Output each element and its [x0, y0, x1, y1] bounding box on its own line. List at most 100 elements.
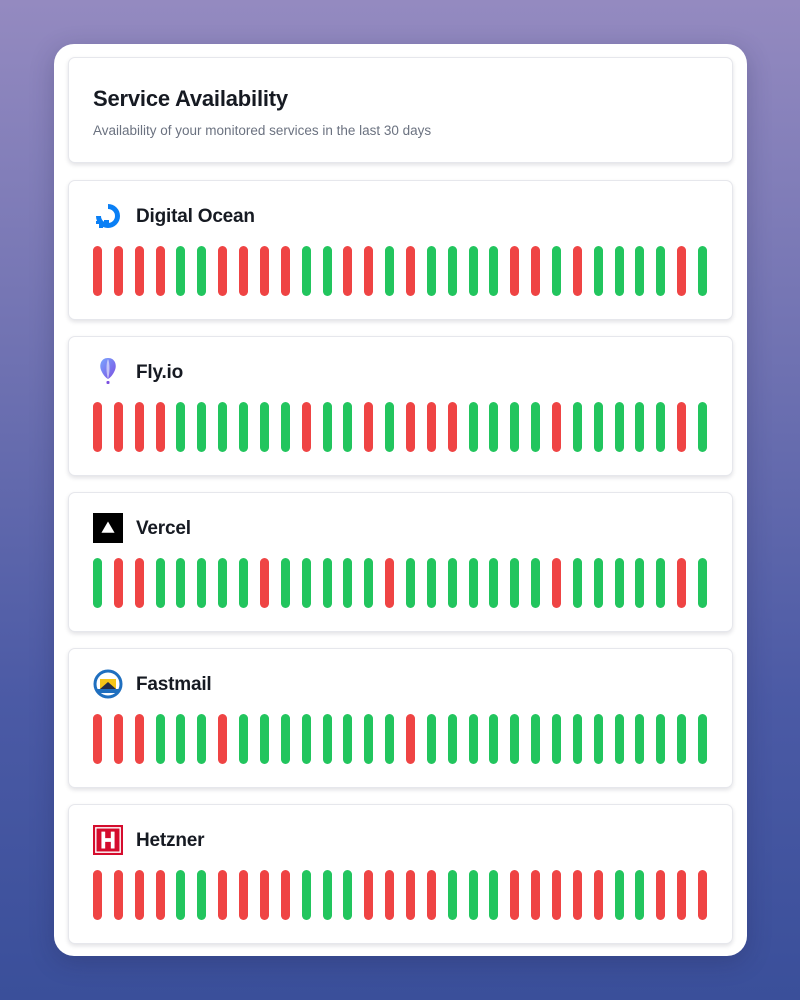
uptime-bar-day-10-down	[280, 246, 290, 296]
uptime-bar-day-2-down	[113, 402, 123, 452]
uptime-bar-day-13-up	[343, 714, 353, 764]
uptime-bar-day-12-up	[322, 714, 332, 764]
uptime-bar-day-1-down	[93, 246, 102, 296]
uptime-bar-day-23-up	[551, 714, 561, 764]
uptime-bar-day-18-down	[447, 402, 457, 452]
uptime-bar-day-22-up	[531, 402, 541, 452]
uptime-bar-day-26-up	[614, 246, 624, 296]
uptime-bar-day-19-up	[468, 246, 478, 296]
service-card-fly-io: Fly.io	[68, 336, 733, 476]
uptime-bar-day-14-down	[364, 402, 374, 452]
uptime-bar-day-8-up	[239, 714, 248, 764]
uptime-bar-day-8-up	[239, 402, 248, 452]
uptime-bar-day-22-up	[531, 558, 541, 608]
uptime-bar-day-8-down	[239, 870, 248, 920]
uptime-bar-day-11-up	[301, 870, 311, 920]
page-subtitle: Availability of your monitored services …	[93, 123, 432, 138]
uptime-bar-day-16-up	[405, 558, 415, 608]
page-title: Service Availability	[93, 86, 288, 111]
uptime-bar-day-14-down	[364, 246, 374, 296]
flyio-balloon-icon	[93, 356, 123, 388]
uptime-bar-day-10-up	[280, 558, 290, 608]
uptime-bar-day-29-down	[677, 558, 687, 608]
uptime-bar-day-9-down	[259, 558, 269, 608]
uptime-bar-day-25-up	[593, 402, 603, 452]
uptime-bar-day-27-up	[635, 246, 645, 296]
uptime-bar-day-4-up	[155, 558, 165, 608]
uptime-bar-day-9-up	[259, 714, 269, 764]
uptime-bar-day-4-down	[155, 870, 165, 920]
uptime-bar-day-24-up	[572, 714, 582, 764]
uptime-bar-day-21-up	[510, 402, 520, 452]
availability-panel: Service Availability Availability of you…	[54, 44, 747, 956]
uptime-bar-day-21-down	[510, 870, 520, 920]
uptime-bar-day-21-up	[510, 558, 520, 608]
uptime-bar-day-30-up	[697, 714, 707, 764]
uptime-bar-day-12-up	[322, 402, 332, 452]
uptime-bar-day-6-up	[197, 870, 207, 920]
digitalocean-logo-icon	[93, 200, 123, 232]
service-name: Hetzner	[136, 830, 205, 851]
uptime-bar-day-6-up	[197, 402, 207, 452]
hetzner-logo-icon	[93, 824, 123, 856]
uptime-bar-day-2-down	[113, 558, 123, 608]
uptime-bar-day-4-up	[155, 714, 165, 764]
uptime-bar-day-26-up	[614, 870, 624, 920]
uptime-bar-day-27-up	[635, 870, 645, 920]
uptime-bars	[93, 870, 713, 920]
uptime-bar-day-27-up	[635, 558, 645, 608]
uptime-bar-day-30-up	[697, 558, 707, 608]
uptime-bars	[93, 558, 713, 608]
uptime-bar-day-3-down	[134, 246, 144, 296]
uptime-bar-day-19-up	[468, 558, 478, 608]
uptime-bar-day-19-up	[468, 402, 478, 452]
uptime-bar-day-2-down	[113, 714, 123, 764]
uptime-bar-day-13-up	[343, 558, 353, 608]
uptime-bar-day-7-down	[218, 714, 228, 764]
uptime-bar-day-20-up	[489, 402, 499, 452]
service-name: Vercel	[136, 518, 191, 539]
uptime-bar-day-29-down	[677, 402, 687, 452]
uptime-bar-day-14-up	[364, 714, 374, 764]
uptime-bar-day-25-up	[593, 246, 603, 296]
uptime-bar-day-3-down	[134, 558, 144, 608]
uptime-bar-day-5-up	[176, 870, 186, 920]
uptime-bar-day-26-up	[614, 402, 624, 452]
uptime-bars	[93, 714, 713, 764]
uptime-bar-day-10-down	[280, 870, 290, 920]
uptime-bars	[93, 402, 713, 452]
uptime-bar-day-23-up	[551, 246, 561, 296]
uptime-bar-day-27-up	[635, 714, 645, 764]
uptime-bar-day-20-up	[489, 870, 499, 920]
uptime-bar-day-20-up	[489, 246, 499, 296]
service-card-hetzner: Hetzner	[68, 804, 733, 944]
uptime-bar-day-29-down	[677, 246, 687, 296]
uptime-bar-day-19-up	[468, 870, 478, 920]
uptime-bar-day-1-down	[93, 714, 102, 764]
uptime-bar-day-10-up	[280, 402, 290, 452]
uptime-bar-day-5-up	[176, 714, 186, 764]
uptime-bar-day-30-up	[697, 402, 707, 452]
uptime-bar-day-28-up	[656, 558, 666, 608]
uptime-bar-day-18-up	[447, 558, 457, 608]
uptime-bar-day-21-down	[510, 246, 520, 296]
uptime-bar-day-9-down	[259, 246, 269, 296]
uptime-bar-day-17-down	[426, 870, 436, 920]
uptime-bar-day-21-up	[510, 714, 520, 764]
uptime-bar-day-7-up	[218, 558, 228, 608]
service-card-fastmail: Fastmail	[68, 648, 733, 788]
uptime-bar-day-17-down	[426, 402, 436, 452]
uptime-bar-day-3-down	[134, 402, 144, 452]
uptime-bar-day-16-down	[405, 246, 415, 296]
uptime-bar-day-24-up	[572, 402, 582, 452]
uptime-bar-day-3-down	[134, 870, 144, 920]
uptime-bar-day-29-down	[677, 870, 687, 920]
uptime-bar-day-28-up	[656, 246, 666, 296]
uptime-bar-day-24-up	[572, 558, 582, 608]
uptime-bar-day-28-up	[656, 402, 666, 452]
uptime-bar-day-4-down	[155, 246, 165, 296]
uptime-bar-day-24-down	[572, 246, 582, 296]
uptime-bar-day-22-up	[531, 714, 541, 764]
uptime-bar-day-11-up	[301, 246, 311, 296]
uptime-bar-day-26-up	[614, 558, 624, 608]
